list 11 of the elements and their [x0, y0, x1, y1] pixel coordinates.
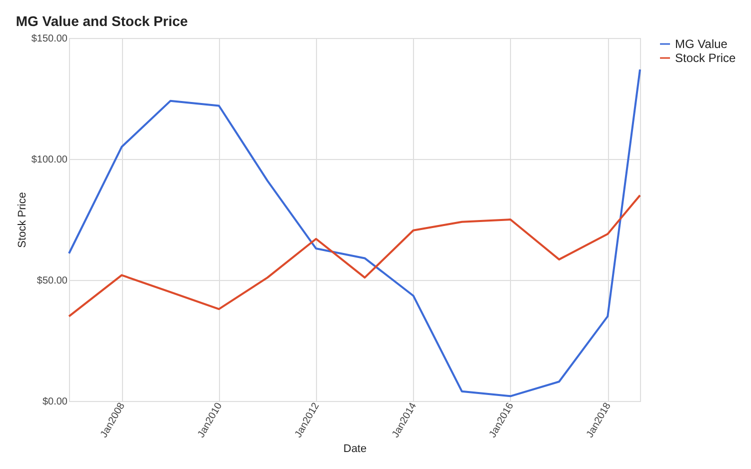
line-series	[68, 194, 641, 318]
x-axis-title: Date	[343, 443, 367, 456]
y-tick-label: $0.00	[42, 396, 68, 408]
legend-label: Stock Price	[675, 51, 736, 65]
y-axis-title: Stock Price	[16, 192, 28, 248]
y-tick-label: $150.00	[31, 34, 68, 44]
line-series	[68, 68, 641, 398]
y-tick-label: $100.00	[31, 154, 68, 166]
legend-label: MG Value	[675, 37, 728, 51]
chart-title: MG Value and Stock Price	[16, 13, 188, 29]
y-tick-label: $50.00	[36, 276, 68, 286]
